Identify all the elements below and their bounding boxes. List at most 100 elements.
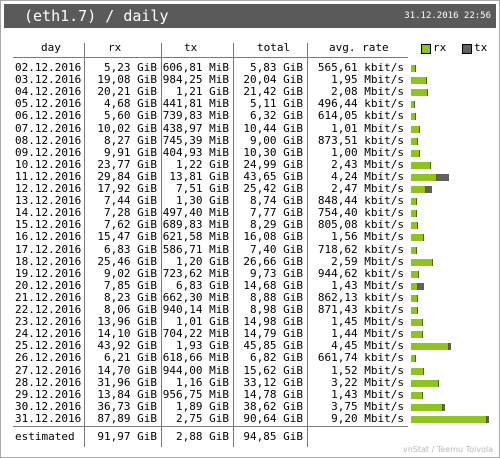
total-cell: 9,00 GiB <box>250 134 303 147</box>
rx-cell: 20,21 GiB <box>97 85 157 98</box>
tx-cell: 1,89 GiB <box>176 400 229 413</box>
tx-cell: 944,00 MiB <box>162 364 229 377</box>
avg-rate-cell: 1,44 Mbit/s <box>331 327 404 340</box>
total-cell: 14,78 GiB <box>243 388 303 401</box>
total-cell: 14,98 GiB <box>243 315 303 328</box>
day-cell: 18.12.2016 <box>15 255 82 268</box>
estimated-label: estimated <box>15 430 75 443</box>
rx-cell: 15,47 GiB <box>97 230 157 243</box>
total-cell: 5,11 GiB <box>250 97 303 110</box>
total-cell: 8,98 GiB <box>250 303 303 316</box>
estimated-tx: 2,88 GiB <box>176 430 229 443</box>
estimated-total: 94,85 GiB <box>243 430 303 443</box>
avg-rate-cell: 496,44 kbit/s <box>317 97 404 110</box>
rx-bar <box>411 174 437 181</box>
avg-rate-cell: 3,75 Mbit/s <box>331 400 404 413</box>
day-cell: 30.12.2016 <box>15 400 82 413</box>
total-cell: 45,85 GiB <box>243 339 303 352</box>
tx-cell: 586,71 MiB <box>162 243 229 256</box>
rx-cell: 36,73 GiB <box>97 400 157 413</box>
rx-cell: 10,02 GiB <box>97 122 157 135</box>
day-cell: 13.12.2016 <box>15 194 82 207</box>
rx-cell: 6,83 GiB <box>104 243 157 256</box>
tx-cell: 438,97 MiB <box>162 122 229 135</box>
rx-cell: 5,23 GiB <box>104 61 157 74</box>
rx-cell: 7,85 GiB <box>104 279 157 292</box>
column-header-total: total <box>257 41 291 54</box>
day-cell: 15.12.2016 <box>15 218 82 231</box>
tx-bar <box>487 416 489 423</box>
rx-cell: 43,92 GiB <box>97 339 157 352</box>
total-cell: 21,42 GiB <box>243 85 303 98</box>
rx-bar <box>411 77 427 84</box>
estimated-divider <box>13 426 408 427</box>
estimated-rx: 91,97 GiB <box>97 430 157 443</box>
tx-cell: 497,40 MiB <box>162 206 229 219</box>
rx-bar <box>411 392 423 399</box>
avg-rate-cell: 2,59 Mbit/s <box>331 255 404 268</box>
day-cell: 11.12.2016 <box>15 170 82 183</box>
tx-cell: 689,83 MiB <box>162 218 229 231</box>
avg-rate-cell: 862,13 kbit/s <box>317 291 404 304</box>
rx-cell: 6,21 GiB <box>104 351 157 364</box>
avg-rate-cell: 1,95 Mbit/s <box>331 73 404 86</box>
rx-cell: 7,28 GiB <box>104 206 157 219</box>
day-cell: 09.12.2016 <box>15 146 82 159</box>
rx-cell: 4,68 GiB <box>104 97 157 110</box>
rx-cell: 13,84 GiB <box>97 388 157 401</box>
avg-rate-cell: 565,61 kbit/s <box>317 61 404 74</box>
day-cell: 02.12.2016 <box>15 61 82 74</box>
rx-cell: 8,23 GiB <box>104 291 157 304</box>
total-cell: 10,30 GiB <box>243 146 303 159</box>
avg-rate-cell: 1,43 Mbit/s <box>331 388 404 401</box>
avg-rate-cell: 944,62 kbit/s <box>317 267 404 280</box>
avg-rate-cell: 2,08 Mbit/s <box>331 85 404 98</box>
legend-rx-label: rx <box>433 41 447 54</box>
rx-cell: 7,62 GiB <box>104 218 157 231</box>
rx-bar <box>411 65 416 72</box>
total-cell: 7,77 GiB <box>250 206 303 219</box>
rx-cell: 7,44 GiB <box>104 194 157 207</box>
rx-bar <box>411 126 420 133</box>
rx-cell: 5,60 GiB <box>104 109 157 122</box>
total-cell: 26,66 GiB <box>243 255 303 268</box>
column-divider <box>161 43 162 447</box>
rx-bar <box>411 355 416 362</box>
avg-rate-cell: 1,56 Mbit/s <box>331 230 404 243</box>
avg-rate-cell: 614,05 kbit/s <box>317 109 404 122</box>
header-divider <box>13 57 408 58</box>
total-cell: 20,04 GiB <box>243 73 303 86</box>
tx-cell: 404,93 MiB <box>162 146 229 159</box>
avg-rate-cell: 1,00 Mbit/s <box>331 146 404 159</box>
rx-bar <box>411 210 417 217</box>
tx-cell: 956,75 MiB <box>162 388 229 401</box>
total-cell: 6,82 GiB <box>250 351 303 364</box>
day-cell: 04.12.2016 <box>15 85 82 98</box>
rx-bar <box>411 295 418 302</box>
day-cell: 21.12.2016 <box>15 291 82 304</box>
tx-bar <box>449 343 451 350</box>
total-cell: 14,79 GiB <box>243 327 303 340</box>
avg-rate-cell: 718,62 kbit/s <box>317 243 404 256</box>
tx-cell: 940,14 MiB <box>162 303 229 316</box>
rx-bar <box>411 247 417 254</box>
avg-rate-cell: 754,40 kbit/s <box>317 206 404 219</box>
day-cell: 10.12.2016 <box>15 158 82 171</box>
day-cell: 14.12.2016 <box>15 206 82 219</box>
total-cell: 9,73 GiB <box>250 267 303 280</box>
rx-bar <box>411 283 418 290</box>
rx-bar <box>411 101 415 108</box>
day-cell: 17.12.2016 <box>15 243 82 256</box>
tx-cell: 984,25 MiB <box>162 73 229 86</box>
total-cell: 25,42 GiB <box>243 182 303 195</box>
rx-bar <box>411 319 423 326</box>
day-cell: 27.12.2016 <box>15 364 82 377</box>
avg-rate-cell: 4,45 Mbit/s <box>331 339 404 352</box>
total-cell: 8,29 GiB <box>250 218 303 231</box>
legend-tx-label: tx <box>474 41 488 54</box>
tx-cell: 662,30 MiB <box>162 291 229 304</box>
total-cell: 6,32 GiB <box>250 109 303 122</box>
rx-bar <box>411 234 424 241</box>
rx-cell: 9,02 GiB <box>104 267 157 280</box>
rx-bar <box>411 222 418 229</box>
